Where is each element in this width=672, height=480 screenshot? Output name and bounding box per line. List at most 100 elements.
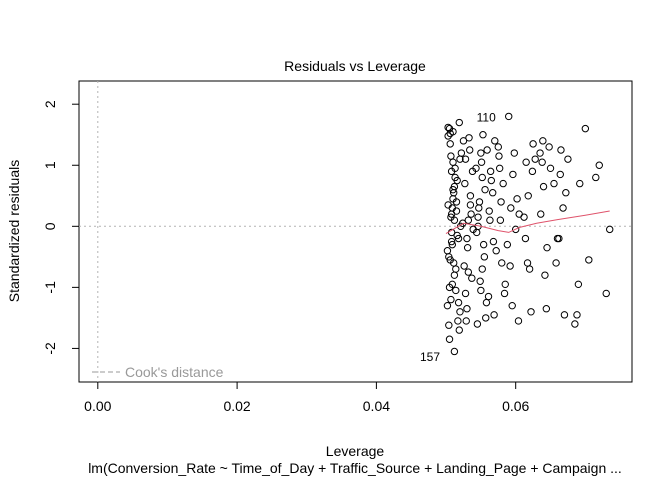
data-point [497, 198, 505, 206]
y-tick-label: 0 [42, 222, 58, 230]
data-point [513, 195, 521, 203]
data-point [466, 192, 475, 200]
data-point [501, 280, 509, 289]
data-point [443, 301, 452, 310]
data-point [454, 298, 463, 307]
data-point [452, 286, 460, 295]
data-point [555, 234, 563, 243]
data-point [445, 335, 454, 343]
data-point [510, 149, 518, 157]
y-tick-label: -2 [42, 342, 58, 355]
x-tick-label: 0.02 [223, 398, 250, 414]
data-point [445, 321, 453, 329]
data-point [448, 240, 457, 249]
data-point [466, 146, 474, 154]
data-point [522, 158, 530, 166]
data-point [463, 234, 471, 243]
data-point [573, 311, 581, 319]
data-point [556, 170, 564, 179]
reference-lines [79, 81, 632, 382]
data-point [581, 124, 590, 133]
data-point [443, 247, 452, 255]
data-point [585, 256, 593, 264]
data-points [443, 112, 614, 356]
data-point [511, 225, 520, 234]
data-point [595, 161, 603, 169]
data-point [508, 301, 516, 310]
data-point [463, 305, 471, 313]
data-point [459, 137, 468, 145]
data-point [543, 243, 551, 252]
data-point [524, 192, 532, 200]
plot-frame [78, 80, 633, 383]
y-tick-label: 1 [42, 161, 58, 169]
point-labels: 110 157 [420, 111, 496, 364]
data-point [482, 314, 490, 322]
y-tick-label: -1 [42, 281, 58, 294]
data-point [452, 265, 460, 273]
data-point [473, 320, 482, 328]
data-point [461, 289, 470, 298]
data-point [536, 149, 544, 157]
data-point [472, 164, 480, 173]
data-point [520, 213, 528, 221]
data-point [494, 143, 502, 151]
data-point [454, 317, 462, 325]
data-point [557, 146, 565, 154]
data-point [477, 286, 485, 295]
data-point [559, 204, 567, 212]
data-point [486, 216, 494, 224]
data-point [452, 207, 461, 215]
data-point [482, 298, 491, 307]
data-point [483, 146, 491, 154]
data-point [498, 259, 506, 267]
data-point [514, 317, 523, 325]
data-point [460, 262, 468, 270]
data-point [485, 207, 493, 215]
data-point [546, 164, 555, 173]
data-point [491, 137, 499, 145]
data-point [576, 179, 584, 188]
data-point [539, 137, 547, 145]
data-point [545, 143, 553, 151]
data-point [477, 149, 485, 157]
data-point [523, 259, 532, 267]
legend: Cook's distance [92, 364, 224, 380]
data-point [447, 295, 455, 304]
data-point [464, 268, 473, 276]
data-point [467, 210, 475, 218]
data-point [496, 216, 505, 224]
data-point [445, 253, 453, 261]
data-point [453, 231, 461, 240]
data-point [446, 129, 454, 138]
data-point [507, 204, 515, 212]
x-axis-label: Leverage [326, 443, 385, 459]
data-point [465, 134, 473, 142]
data-point [462, 317, 470, 325]
data-point [574, 280, 583, 289]
data-point [542, 305, 551, 313]
data-point [456, 308, 464, 316]
data-point [449, 195, 457, 203]
data-point [484, 292, 493, 301]
data-point [539, 182, 548, 191]
data-point [446, 140, 454, 148]
model-formula-subtitle: lm(Conversion_Rate ~ Time_of_Day + Traff… [88, 460, 622, 476]
data-point [564, 155, 572, 163]
data-point [505, 112, 513, 121]
y-tick-label: 2 [42, 100, 58, 108]
data-point [531, 155, 539, 163]
data-point [444, 132, 452, 140]
data-point [500, 289, 509, 298]
data-point [475, 204, 483, 212]
x-tick-label: 0.04 [363, 398, 390, 414]
data-point [479, 240, 488, 249]
data-point [506, 262, 514, 270]
data-point [453, 176, 461, 185]
data-point [499, 179, 507, 188]
data-point [521, 234, 530, 243]
data-point [445, 283, 454, 292]
data-point [537, 210, 545, 218]
data-point [478, 265, 486, 273]
data-point [606, 225, 614, 234]
